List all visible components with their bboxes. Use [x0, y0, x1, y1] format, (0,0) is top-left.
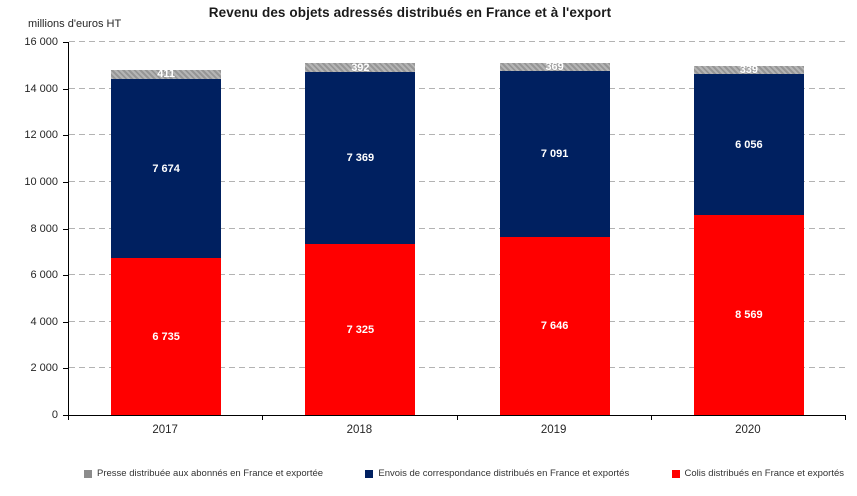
y-axis-tick: [63, 181, 68, 183]
y-axis-tick: [63, 42, 68, 43]
category-label: 2017: [152, 424, 178, 436]
y-tick-label: 14 000: [24, 82, 58, 95]
legend-label: Presse distribuée aux abonnés en France …: [97, 468, 324, 479]
bar-segment: 6 056: [693, 74, 804, 216]
legend-swatch: [365, 469, 374, 478]
gridline: [69, 320, 846, 322]
legend: Presse distribuée aux abonnés en France …: [84, 468, 844, 479]
y-axis-tick: [63, 228, 68, 230]
x-axis-tick: [456, 416, 458, 420]
y-tick-label: 0: [51, 409, 58, 421]
y-axis-tick: [63, 275, 68, 277]
legend-item: Envois de correspondance distribués en F…: [365, 468, 629, 479]
x-axis-tick: [68, 416, 69, 420]
bar-segment: 7 369: [305, 72, 416, 245]
y-tick-label: 6 000: [30, 269, 58, 282]
bar-value-label: 8 569: [735, 309, 763, 322]
bar-segment: 7 091: [499, 71, 610, 237]
bar-value-label: 6 056: [735, 138, 763, 151]
bar-segment: 392: [305, 61, 416, 74]
bar-value-label: 369: [545, 61, 564, 74]
gridline: [69, 227, 846, 229]
legend-label: Colis distribués en France et exportés: [684, 468, 844, 479]
y-axis-tick: [63, 135, 68, 137]
bar-value-label: 7 325: [346, 323, 375, 336]
gridline: [69, 41, 846, 42]
bar-segment: 7 325: [305, 244, 416, 415]
category-label: 2020: [735, 424, 761, 436]
y-axis-tick: [63, 321, 68, 323]
bar-value-label: 7 091: [540, 148, 569, 161]
y-axis-tick: [63, 415, 68, 416]
legend-item: Presse distribuée aux abonnés en France …: [84, 468, 323, 479]
bar-value-label: 7 674: [152, 162, 180, 175]
category-label: 2018: [346, 424, 373, 436]
bar-value-label: 7 369: [346, 152, 375, 165]
gridline: [69, 367, 846, 369]
bar-segment: 369: [499, 61, 610, 74]
bar-value-label: 411: [157, 68, 175, 81]
x-axis-tick: [845, 416, 846, 420]
x-axis-tick: [262, 416, 264, 420]
bar-value-label: 7 646: [540, 319, 569, 332]
y-axis-tick: [63, 368, 68, 370]
bar-segment: 7 646: [499, 236, 610, 415]
chart-title: Revenu des objets adressés distribués en…: [208, 5, 612, 20]
x-axis-tick: [650, 416, 652, 420]
y-tick-label: 12 000: [24, 129, 58, 142]
bar-value-label: 339: [739, 64, 759, 77]
gridline: [69, 274, 846, 276]
bar-segment: 8 569: [693, 215, 804, 415]
bar-segment: 7 674: [111, 79, 222, 258]
legend-swatch: [671, 469, 680, 478]
bar-value-label: 392: [351, 61, 370, 74]
gridline: [69, 180, 846, 182]
y-tick-label: 2 000: [30, 362, 58, 375]
y-tick-label: 8 000: [30, 222, 58, 235]
plot-area: 6 735 7 674 411 7 325 7 369 392 7 646 7 091 369 8…: [68, 41, 846, 416]
bar-value-label: 6 735: [152, 330, 180, 343]
gridline: [69, 87, 846, 89]
legend-swatch: [84, 469, 92, 478]
y-tick-label: 4 000: [30, 315, 58, 328]
y-tick-label: 10 000: [24, 175, 58, 188]
y-axis-tick: [63, 88, 68, 90]
bar-segment: 339: [693, 64, 804, 77]
bar-segment: 411: [111, 68, 222, 81]
y-axis-unit-label: millions d'euros HT: [28, 18, 122, 30]
gridline: [69, 134, 846, 136]
bar-segment: 6 735: [111, 258, 222, 415]
y-tick-label: 16 000: [24, 36, 58, 48]
category-label: 2019: [540, 424, 567, 436]
legend-item: Colis distribués en France et exportés: [671, 468, 844, 479]
legend-label: Envois de correspondance distribués en F…: [378, 468, 630, 479]
